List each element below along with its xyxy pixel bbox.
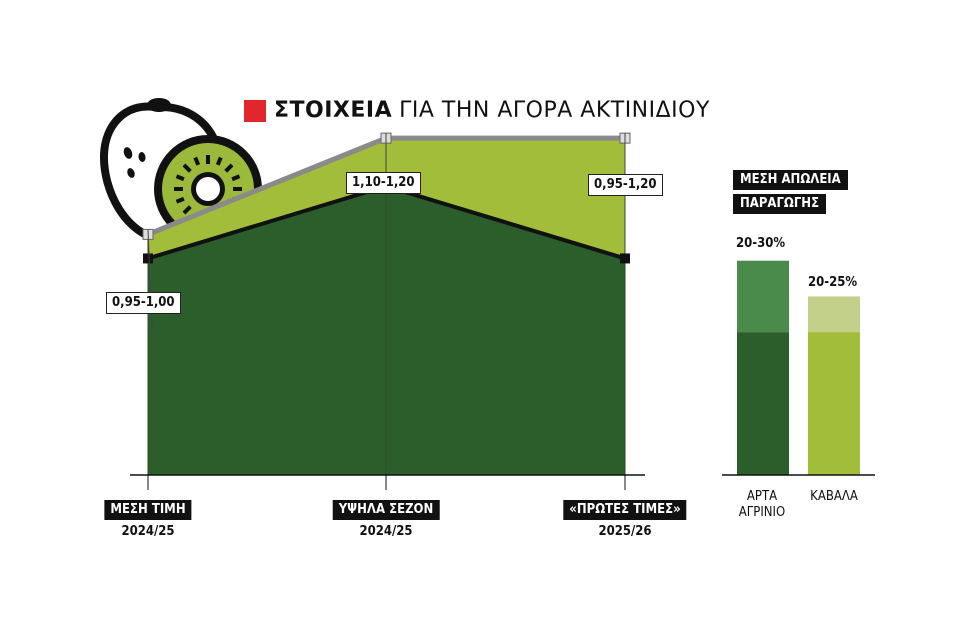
bar-category-0-line-2: ΑΓΡΙΝΙΟ [738,505,786,520]
bar-upper-0 [737,260,789,333]
category-label-2-title: «ΠΡΩΤΕΣ ΤΙΜΕΣ» [563,500,687,520]
low-point-0 [143,253,153,264]
category-label-0: ΜΕΣΗ ΤΙΜΗ 2024/25 [104,498,192,540]
category-label-1: ΥΨΗΛΑ ΣΕΖΟΝ 2024/25 [332,498,440,540]
low-point-2 [620,253,630,264]
bar-category-0-line-1: ΑΡΤΑ [746,489,778,504]
category-label-1-title: ΥΨΗΛΑ ΣΕΖΟΝ [332,500,440,520]
category-label-2-season: 2025/26 [598,524,652,539]
bar-upper-1 [808,296,860,333]
loss-title-line-1: ΜΕΣΗ ΑΠΩΛΕΙΑ [733,170,848,190]
range-label-2: 0,95-1,20 [588,174,663,196]
bar-base-0 [737,332,789,475]
title-bold: ΣΤΟΙΧΕΙΑ [274,98,393,123]
bar-category-0: ΑΡΤΑ ΑΓΡΙΝΙΟ [739,489,785,521]
bar-category-1-line-1: ΚΑΒΑΛΑ [810,489,858,504]
range-label-0: 0,95-1,00 [106,292,181,314]
bar-base-1 [808,332,860,475]
chart-title: ΣΤΟΙΧΕΙΑ ΓΙΑ ΤΗΝ ΑΓΟΡΑ ΑΚΤΙΝΙΔΙΟΥ [244,98,710,123]
title-rest: ΓΙΑ ΤΗΝ ΑΓΟΡΑ ΑΚΤΙΝΙΔΙΟΥ [399,98,710,123]
category-label-1-season: 2024/25 [359,524,413,539]
range-label-1: 1,10-1,20 [346,172,421,194]
bar-value-label-0: 20-30% [736,236,786,251]
loss-title-line-2: ΠΑΡΑΓΩΓΗΣ [733,194,827,214]
bar-value-label-1: 20-25% [808,275,858,290]
category-label-2: «ΠΡΩΤΕΣ ΤΙΜΕΣ» 2025/26 [563,498,687,540]
category-label-0-title: ΜΕΣΗ ΤΙΜΗ [104,500,192,520]
bar-category-1: ΚΑΒΑΛΑ [810,489,858,505]
category-label-0-season: 2024/25 [121,524,175,539]
title-marker [244,99,266,122]
loss-chart-title: ΜΕΣΗ ΑΠΩΛΕΙΑ ΠΑΡΑΓΩΓΗΣ [733,170,848,218]
